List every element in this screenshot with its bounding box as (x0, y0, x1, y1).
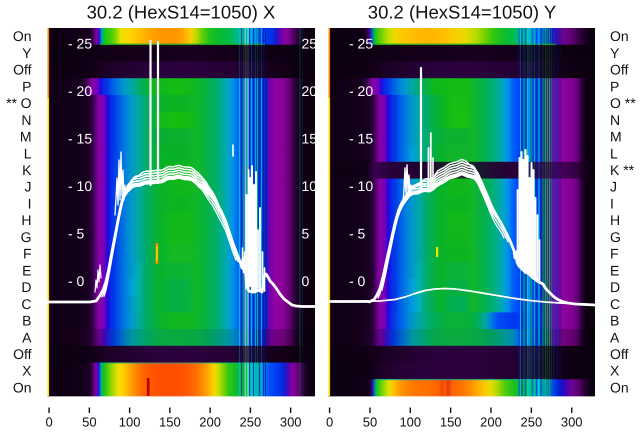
svg-text:250: 250 (240, 415, 262, 430)
svg-text:E: E (22, 262, 31, 278)
svg-text:Y: Y (610, 45, 620, 61)
svg-text:- 15: - 15 (68, 130, 92, 146)
svg-text:0: 0 (302, 273, 310, 289)
svg-text:0: 0 (326, 415, 333, 430)
svg-text:E: E (610, 262, 619, 278)
svg-text:I: I (610, 195, 614, 211)
svg-text:M: M (610, 129, 622, 145)
svg-text:On: On (13, 379, 32, 395)
svg-text:150: 150 (440, 415, 462, 430)
svg-text:On: On (610, 28, 629, 44)
svg-text:200: 200 (480, 415, 502, 430)
svg-text:150: 150 (159, 415, 181, 430)
svg-text:G: G (610, 229, 621, 245)
svg-text:5: 5 (302, 225, 310, 241)
svg-text:H: H (21, 212, 31, 228)
svg-text:25: 25 (302, 35, 318, 51)
svg-text:C: C (21, 296, 31, 312)
svg-text:X: X (610, 363, 620, 379)
svg-text:N: N (610, 112, 620, 128)
svg-text:L: L (24, 145, 32, 161)
svg-text:300: 300 (561, 415, 583, 430)
svg-text:On: On (13, 28, 32, 44)
svg-text:200: 200 (199, 415, 221, 430)
svg-text:- 5: - 5 (68, 225, 85, 241)
svg-text:P: P (22, 78, 31, 94)
svg-text:P: P (610, 78, 619, 94)
svg-text:30.2 (HexS14=1050) X: 30.2 (HexS14=1050) X (87, 2, 276, 23)
svg-text:K **: K ** (610, 162, 635, 178)
svg-text:- 15: - 15 (349, 130, 373, 146)
svg-text:F: F (23, 246, 32, 262)
svg-text:N: N (21, 112, 31, 128)
svg-text:Y: Y (22, 45, 32, 61)
svg-text:100: 100 (399, 415, 421, 430)
svg-text:300: 300 (280, 415, 302, 430)
svg-text:A: A (610, 329, 620, 345)
svg-text:B: B (610, 313, 619, 329)
svg-text:K: K (22, 162, 32, 178)
svg-text:0: 0 (45, 415, 52, 430)
svg-text:D: D (21, 279, 31, 295)
svg-text:On: On (610, 379, 629, 395)
svg-text:D: D (610, 279, 620, 295)
svg-text:**: ** (6, 95, 17, 111)
svg-text:30.2 (HexS14=1050) Y: 30.2 (HexS14=1050) Y (368, 2, 556, 23)
svg-text:- 0: - 0 (349, 273, 366, 289)
svg-text:100: 100 (119, 415, 141, 430)
svg-text:- 25: - 25 (349, 35, 373, 51)
svg-text:Off: Off (610, 346, 629, 362)
svg-text:A: A (22, 329, 32, 345)
svg-text:- 0: - 0 (68, 273, 85, 289)
svg-text:50: 50 (82, 415, 96, 430)
svg-text:B: B (22, 313, 31, 329)
svg-text:M: M (20, 129, 32, 145)
svg-text:50: 50 (363, 415, 377, 430)
svg-text:C: C (610, 296, 620, 312)
svg-text:20: 20 (302, 83, 318, 99)
svg-text:G: G (21, 229, 32, 245)
svg-text:I: I (28, 195, 32, 211)
svg-text:15: 15 (302, 130, 318, 146)
svg-text:Off: Off (13, 346, 32, 362)
svg-text:- 10: - 10 (68, 178, 92, 194)
svg-text:10: 10 (302, 178, 318, 194)
svg-text:O: O (21, 95, 32, 111)
svg-text:F: F (610, 246, 619, 262)
svg-text:- 20: - 20 (349, 83, 373, 99)
svg-text:- 10: - 10 (349, 178, 373, 194)
svg-text:O **: O ** (610, 95, 636, 111)
svg-text:J: J (610, 179, 617, 195)
svg-text:H: H (610, 212, 620, 228)
svg-text:Off: Off (610, 62, 629, 78)
svg-text:- 5: - 5 (349, 225, 366, 241)
svg-text:250: 250 (521, 415, 543, 430)
svg-text:X: X (22, 363, 32, 379)
svg-text:J: J (25, 179, 32, 195)
svg-text:- 20: - 20 (68, 83, 92, 99)
svg-text:L: L (610, 145, 618, 161)
svg-text:Off: Off (13, 62, 32, 78)
svg-text:- 25: - 25 (68, 35, 92, 51)
